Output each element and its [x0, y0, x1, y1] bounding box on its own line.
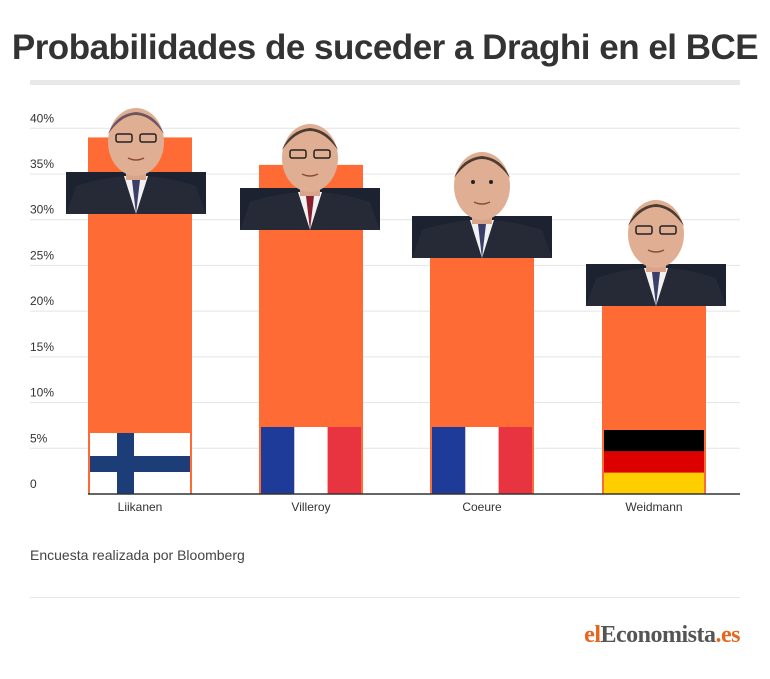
y-tick-label: 0 [30, 477, 37, 491]
y-tick-label: 10% [30, 386, 54, 400]
portrait-weidmann [586, 200, 726, 306]
y-tick-label: 5% [30, 431, 48, 445]
brand-part-3: .es [715, 622, 741, 648]
x-tick-label: Villeroy [291, 500, 330, 514]
brand-part-1: el [584, 622, 601, 648]
footer-divider [30, 597, 740, 598]
portrait-coeure [412, 152, 552, 258]
y-tick-label: 30% [30, 203, 54, 217]
bar-chart: 0 5% 10% 15% 20% 25% 30% 35% 40% Liikanen Villeroy… [30, 108, 740, 514]
france-flag-blue [261, 427, 295, 494]
germany-flag-gold [604, 472, 704, 494]
x-tick-label: Weidmann [625, 500, 682, 514]
france-flag-red [327, 427, 361, 494]
title-divider [30, 80, 740, 85]
x-tick-label: Coeure [462, 500, 502, 514]
x-tick-label: Liikanen [118, 500, 163, 514]
portrait-villeroy [240, 124, 380, 230]
y-tick-label: 25% [30, 248, 54, 262]
finland-flag-cross-horizontal [90, 456, 190, 472]
chart-title: Probabilidades de suceder a Draghi en el… [11, 28, 759, 67]
germany-flag-black [604, 430, 704, 452]
source-note: Encuesta realizada por Bloomberg [30, 547, 245, 563]
y-tick-label: 20% [30, 294, 54, 308]
brand-part-2: Economista [600, 622, 717, 648]
y-tick-label: 35% [30, 157, 54, 171]
y-tick-label: 15% [30, 340, 54, 354]
y-tick-label: 40% [30, 111, 54, 125]
portrait-liikanen [66, 108, 206, 214]
france-flag-white [465, 427, 499, 494]
brand-logo: elEconomista.es [584, 622, 740, 649]
france-flag-blue [432, 427, 466, 494]
germany-flag-red [604, 451, 704, 473]
france-flag-white [294, 427, 328, 494]
france-flag-red [498, 427, 532, 494]
